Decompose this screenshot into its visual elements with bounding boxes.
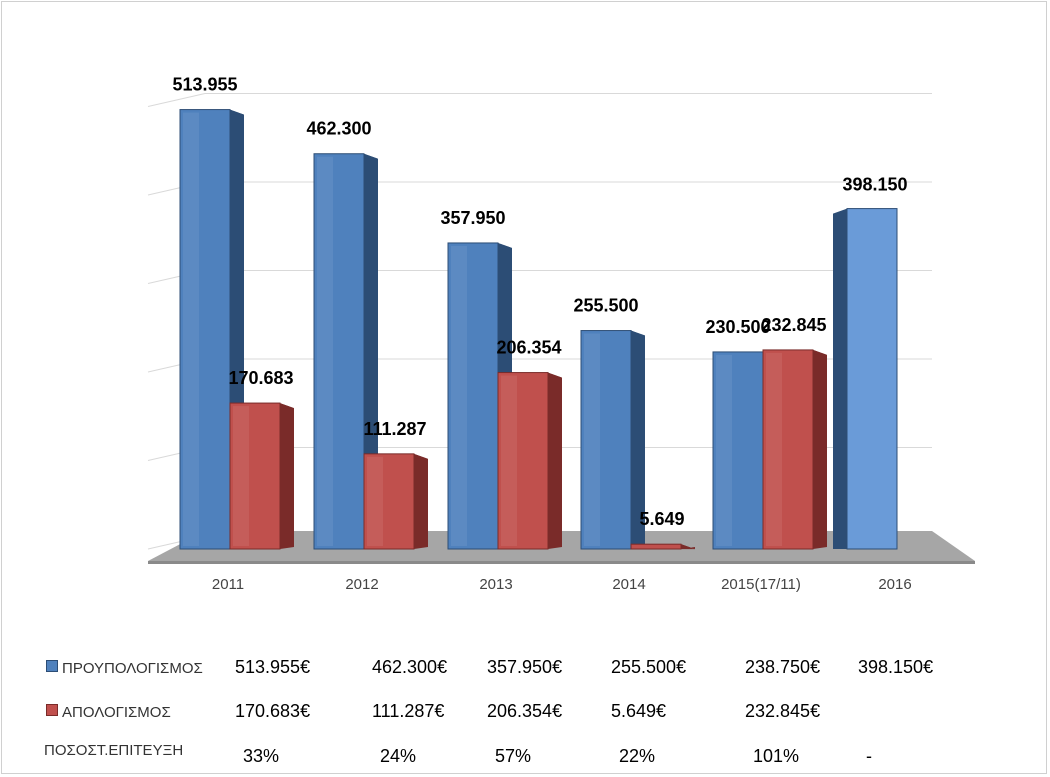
table-cell: 170.683€	[235, 701, 311, 721]
bar-actual-2011-highlight	[233, 406, 249, 546]
x-tick-label: 2013	[479, 576, 512, 593]
percent-row-label: ΠΟΣΟΣΤ.ΕΠΙΤΕΥΞΗ	[44, 742, 184, 759]
bar-budget-2014-side	[631, 330, 645, 549]
bar-actual-2011-side	[280, 403, 294, 549]
bar-actual-2011	[229, 402, 281, 550]
x-tick-label: 2014	[612, 576, 645, 593]
legend-budget-label: ΠΡΟΥΠΟΛΟΓΙΣΜΟΣ	[62, 660, 203, 677]
table-cell: 238.750€	[745, 657, 821, 677]
legend-actual-swatch	[46, 703, 62, 720]
bar-budget-2015(17/11)	[712, 351, 764, 550]
bar-actual-2015(17/11)-highlight	[766, 352, 782, 546]
table-cell: 24%	[380, 746, 417, 766]
bar-actual-2013-highlight	[501, 375, 517, 546]
data-label-actual-2013: 206.354	[496, 338, 561, 358]
x-tick-label: 2015(17/11)	[721, 576, 801, 593]
bar-actual-2013-side	[548, 372, 562, 549]
bar-actual-2012	[363, 453, 415, 550]
table-cell: 5.649€	[611, 701, 667, 721]
data-label-budget-2015(17/11): 230.500	[705, 317, 770, 337]
x-tick-label: 2012	[345, 576, 378, 593]
chart-floor-edge	[148, 561, 975, 564]
table-cell: 33%	[243, 746, 280, 766]
data-label-actual-2011: 170.683	[228, 368, 293, 388]
data-label-actual-2014: 5.649	[639, 509, 684, 529]
bar-budget-2012-side	[364, 153, 378, 549]
table-cell: -	[866, 746, 872, 766]
legend-actual-label: ΑΠΟΛΟΓΙΣΜΟΣ	[62, 704, 171, 721]
table-cell: 462.300€	[372, 657, 448, 677]
bar-actual-2014	[630, 543, 682, 550]
data-label-budget-2013: 357.950	[440, 208, 505, 228]
data-label-budget-2011: 513.955	[172, 75, 237, 95]
table-cell: 206.354€	[487, 701, 563, 721]
gridline-diagonal	[147, 93, 206, 107]
table-cell: 357.950€	[487, 657, 563, 677]
data-label-budget-2012: 462.300	[306, 119, 371, 139]
bar-budget-2014-highlight	[584, 333, 600, 546]
bar-budget-2016-side	[833, 208, 847, 549]
table-cell: 22%	[619, 746, 656, 766]
data-label-actual-2012: 111.287	[363, 419, 426, 439]
bar-actual-2012-highlight	[367, 456, 383, 546]
data-label-budget-2014: 255.500	[573, 296, 638, 316]
bar-actual-2013	[497, 372, 549, 550]
table-cell: 111.287€	[372, 701, 445, 721]
table-cell: 398.150€	[858, 657, 934, 677]
bar-actual-2015(17/11)-side	[813, 349, 827, 549]
bar-budget-2013-highlight	[451, 245, 467, 546]
bar-budget-2014	[580, 330, 632, 550]
table-cell: 101%	[753, 746, 800, 766]
x-tick-label: 2011	[212, 576, 244, 593]
table-cell: 255.500€	[611, 657, 687, 677]
bar-budget-2011	[179, 109, 231, 550]
table-cell: 513.955€	[235, 657, 311, 677]
bar-budget-2013	[447, 242, 499, 550]
data-label-actual-2015(17/11): 232.845	[761, 315, 826, 335]
bar-budget-2015(17/11)-highlight	[716, 354, 732, 546]
data-label-budget-2016: 398.150	[842, 175, 907, 195]
table-cell: 232.845€	[745, 701, 821, 721]
legend-budget-swatch	[46, 659, 62, 676]
x-tick-label: 2016	[878, 576, 911, 593]
bar-budget-2016	[846, 208, 898, 550]
bar-budget-2012-highlight	[317, 156, 333, 546]
bar-budget-2012	[313, 153, 365, 550]
bar-actual-2015(17/11)	[762, 349, 814, 550]
bar-chart: 513.955 170.683 2011 462.300 111.287 2012 357.…	[147, 75, 975, 593]
bar-actual-2012-side	[414, 453, 428, 549]
bar-budget-2011-highlight	[183, 112, 199, 546]
table-cell: 57%	[495, 746, 532, 766]
